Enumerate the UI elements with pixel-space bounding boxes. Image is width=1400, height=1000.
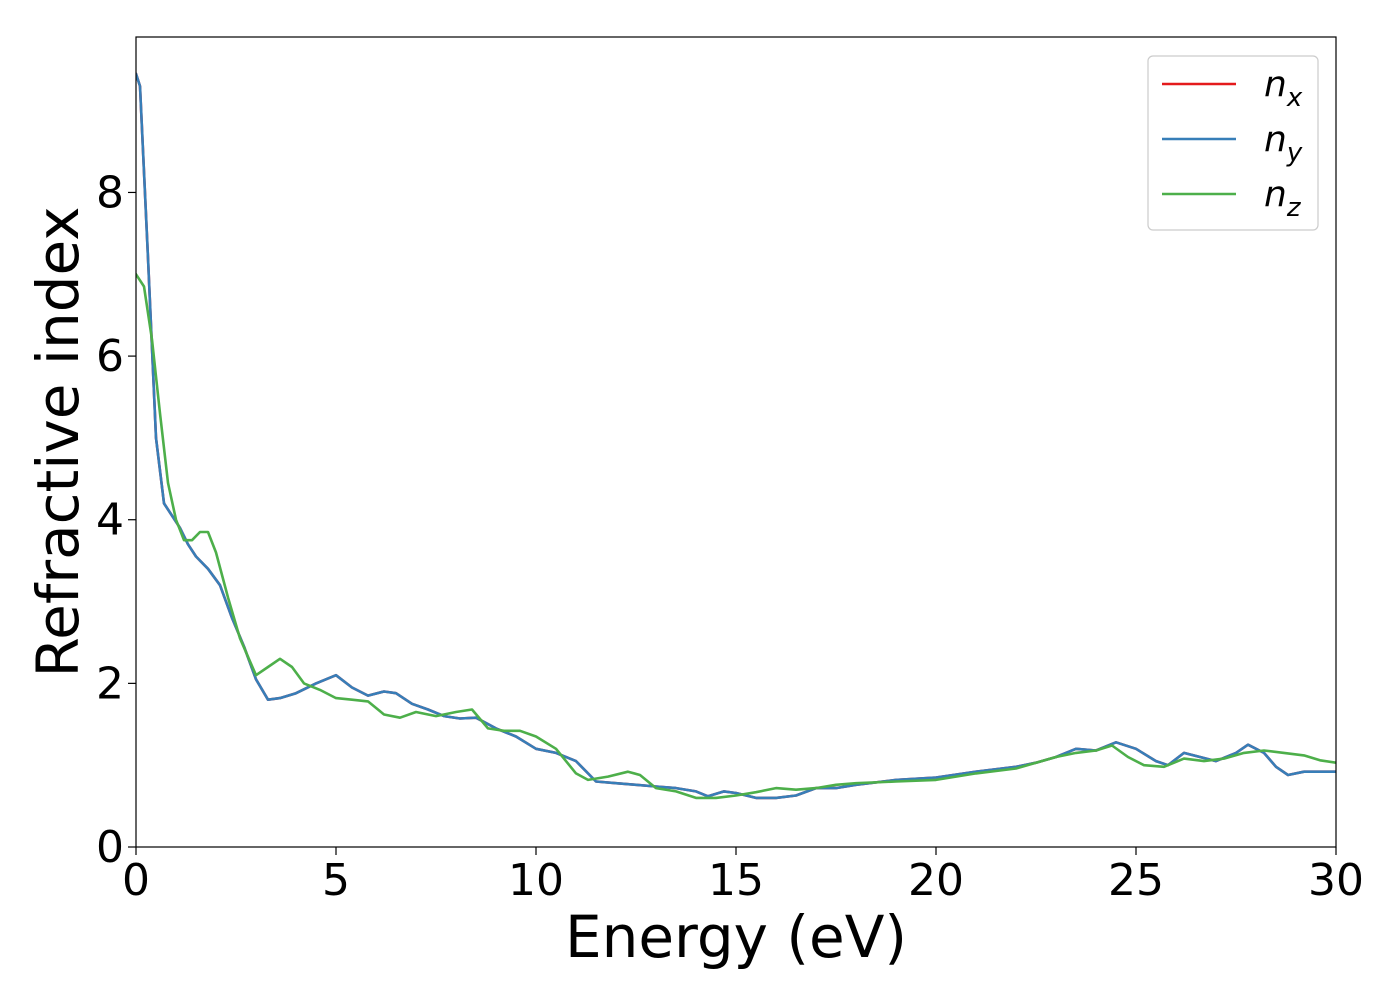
legend-label-nz: nz bbox=[1264, 174, 1302, 223]
x-tick-label: 15 bbox=[708, 855, 764, 906]
y-axis-title: Refractive index bbox=[24, 206, 92, 677]
legend: nx ny nz bbox=[1147, 55, 1319, 231]
x-tick-label: 30 bbox=[1308, 855, 1364, 906]
y-tick-label: 2 bbox=[96, 658, 124, 709]
legend-box bbox=[1147, 55, 1319, 231]
x-axis: 0 5 10 15 20 25 30 bbox=[122, 847, 1364, 906]
x-tick-label: 5 bbox=[322, 855, 350, 906]
x-tick-label: 25 bbox=[1108, 855, 1164, 906]
y-tick-label: 0 bbox=[96, 822, 124, 873]
x-tick-label: 0 bbox=[122, 855, 150, 906]
y-tick-label: 4 bbox=[96, 495, 124, 546]
legend-label-ny: ny bbox=[1264, 119, 1303, 168]
plot-area bbox=[135, 36, 1337, 848]
legend-label-nx: nx bbox=[1264, 64, 1303, 113]
x-tick-label: 20 bbox=[908, 855, 964, 906]
x-axis-title: Energy (eV) bbox=[565, 903, 907, 971]
y-tick-label: 6 bbox=[96, 331, 124, 382]
x-tick-label: 10 bbox=[508, 855, 564, 906]
y-tick-label: 8 bbox=[96, 167, 124, 218]
series-layer bbox=[136, 72, 1336, 800]
series-line-nz bbox=[136, 273, 1336, 800]
y-axis: 0 2 4 6 8 bbox=[96, 167, 136, 873]
